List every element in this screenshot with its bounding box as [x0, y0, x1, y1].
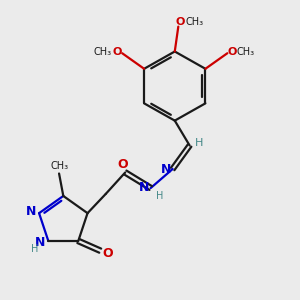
Text: N: N [35, 236, 46, 249]
Text: CH₃: CH₃ [237, 47, 255, 57]
Text: N: N [160, 163, 171, 176]
Text: O: O [176, 17, 185, 27]
Text: N: N [138, 181, 149, 194]
Text: H: H [156, 190, 163, 201]
Text: O: O [117, 158, 128, 171]
Text: N: N [26, 205, 37, 218]
Text: CH₃: CH₃ [185, 17, 203, 27]
Text: CH₃: CH₃ [50, 161, 68, 171]
Text: CH₃: CH₃ [94, 47, 112, 57]
Text: O: O [103, 247, 113, 260]
Text: O: O [113, 47, 122, 57]
Text: O: O [227, 47, 237, 57]
Text: H: H [31, 244, 39, 254]
Text: H: H [195, 138, 204, 148]
